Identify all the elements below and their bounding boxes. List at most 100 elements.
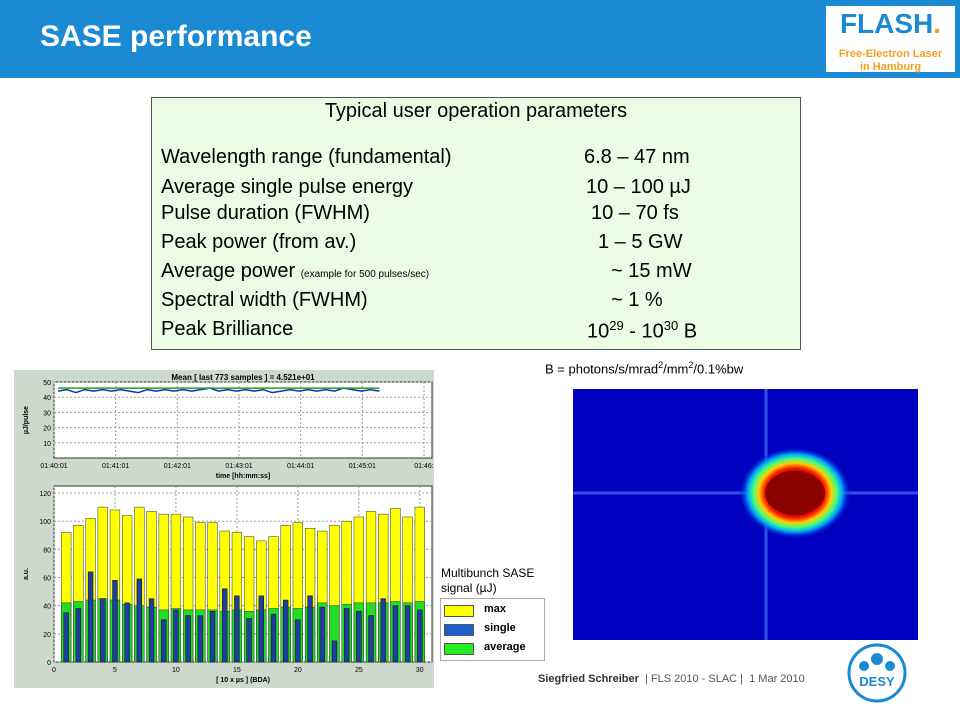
y-tick-label: 80 [43,547,51,554]
bar-single [356,611,362,663]
multibunch-annotation: Multibunch SASE signal (µJ) [441,566,535,595]
param-value: ~ 15 mW [611,260,692,282]
svg-text:DESY: DESY [859,674,895,689]
logo-subtitle: Free-Electron Laser in Hamburg [838,48,943,73]
bar-single [258,595,264,663]
sase-plot-panel: 10 20 30 40 50 01:40:01 01:41:01 01:42:01 01:43:… [14,370,434,688]
legend-label: average [484,641,526,653]
beam-profile-image [573,389,918,640]
legend-label: max [484,603,507,615]
y-tick-label: 100 [39,519,51,526]
param-label: Average power (example for 500 pulses/se… [161,260,430,282]
bar-single [136,578,143,663]
bar-single [380,598,386,663]
y-tick-label: 20 [43,426,51,433]
bar-single [417,609,423,663]
legend-item-average: average [444,640,544,658]
param-value-brilliance: 1029 - 1030 B [587,318,698,343]
x-tick-label: 01:45:01 [349,463,376,470]
x-tick-label: 01:44:01 [287,463,314,470]
legend-label: single [484,622,516,634]
bar-single [173,609,179,663]
legend-item-max: max [444,602,544,620]
param-row: Pulse duration (FWHM) 10 – 70 fs [161,202,791,230]
param-label: Average single pulse energy [161,176,414,198]
footer-credit: Siegfried Schreiber | FLS 2010 - SLAC | … [538,673,805,685]
x-tick-label: 01:42:01 [164,463,191,470]
bar-single [185,615,191,663]
bar-single [307,595,313,663]
param-label: Pulse duration (FWHM) [161,202,370,224]
x-tick-label: 01:40:01 [40,463,67,470]
x-tick-label: 30 [416,667,424,674]
brilliance-unit-note: B = photons/s/mrad2/mm2/0.1%bw [545,360,744,377]
x-tick-label: 10 [172,667,180,674]
param-row: Wavelength range (fundamental) 6.8 – 47 … [161,146,791,174]
bar-single [234,595,240,663]
bar-single [270,613,277,663]
x-tick-label: 01:43:01 [225,463,252,470]
y-tick-label: 40 [43,395,51,402]
bar-single [112,580,118,663]
legend-swatch-single [444,624,474,636]
param-label: Peak power (from av.) [161,231,357,253]
y-tick-label: 40 [43,604,51,611]
line-plot-area [53,381,433,459]
param-row: Average single pulse energy 10 – 100 µJ [161,176,791,204]
x-tick-label: 0 [52,667,56,674]
param-value: 1 – 5 GW [598,231,683,253]
x-tick-label: 20 [294,667,302,674]
header-bar: SASE performance [0,0,960,78]
line-series [57,387,380,394]
bar-single [124,602,130,663]
bar-single [148,598,155,663]
parameters-box: Typical user operation parameters Wavele… [151,97,801,350]
bar-single [75,608,82,663]
bar-single [404,605,411,663]
chart-legend: max single average [440,598,545,661]
param-value: 10 – 100 µJ [586,176,691,198]
bar-single [209,611,216,663]
bar-chart-xlabel: [ 10 x µs ] (BDA) [216,677,270,684]
legend-item-single: single [444,621,544,639]
y-tick-label: 60 [43,576,51,583]
bar-single [197,615,204,663]
param-note: (example for 500 pulses/sec) [300,269,430,280]
bar-single [343,608,350,663]
x-tick-label: 5 [113,667,117,674]
x-tick-label: 01:46: [414,463,434,470]
desy-logo: DESY [847,643,907,703]
x-tick-label: 15 [233,667,241,674]
y-tick-label: 10 [43,441,51,448]
page-title: SASE performance [40,20,312,53]
param-row: Spectral width (FWHM) ~ 1 % [161,289,791,317]
line-chart-xlabel: time [hh:mm:ss] [216,473,270,480]
bar-chart-ylabel: a.u. [23,568,30,580]
bar-single [282,599,289,663]
bar-single [222,588,228,663]
logo-main-text: FLASH. [839,8,942,39]
param-row: Average power (example for 500 pulses/se… [161,260,791,288]
parameters-title: Typical user operation parameters [324,100,628,122]
param-value: 6.8 – 47 nm [584,146,690,168]
param-row: Peak power (from av.) 1 – 5 GW [161,231,791,259]
param-label: Peak Brilliance [161,318,294,340]
bar-single [392,605,399,663]
param-label: Wavelength range (fundamental) [161,146,452,168]
x-tick-label: 25 [355,667,363,674]
bar-single [100,598,106,663]
y-tick-label: 0 [47,660,51,667]
flash-logo: FLASH. Free-Electron Laser in Hamburg [824,4,957,74]
y-tick-label: 20 [43,632,51,639]
line-chart-title: Mean [ last 773 samples ] = 4.521e+01 [171,373,315,382]
param-value: 10 – 70 fs [591,202,679,224]
bar-single [246,618,252,663]
bar-single [368,615,374,663]
legend-swatch-average [444,643,474,655]
y-tick-label: 30 [43,410,51,417]
param-row: Peak Brilliance 1029 - 1030 B [161,318,791,346]
param-label: Spectral width (FWHM) [161,289,368,311]
bar-single [295,619,301,663]
bar-single [87,571,94,663]
